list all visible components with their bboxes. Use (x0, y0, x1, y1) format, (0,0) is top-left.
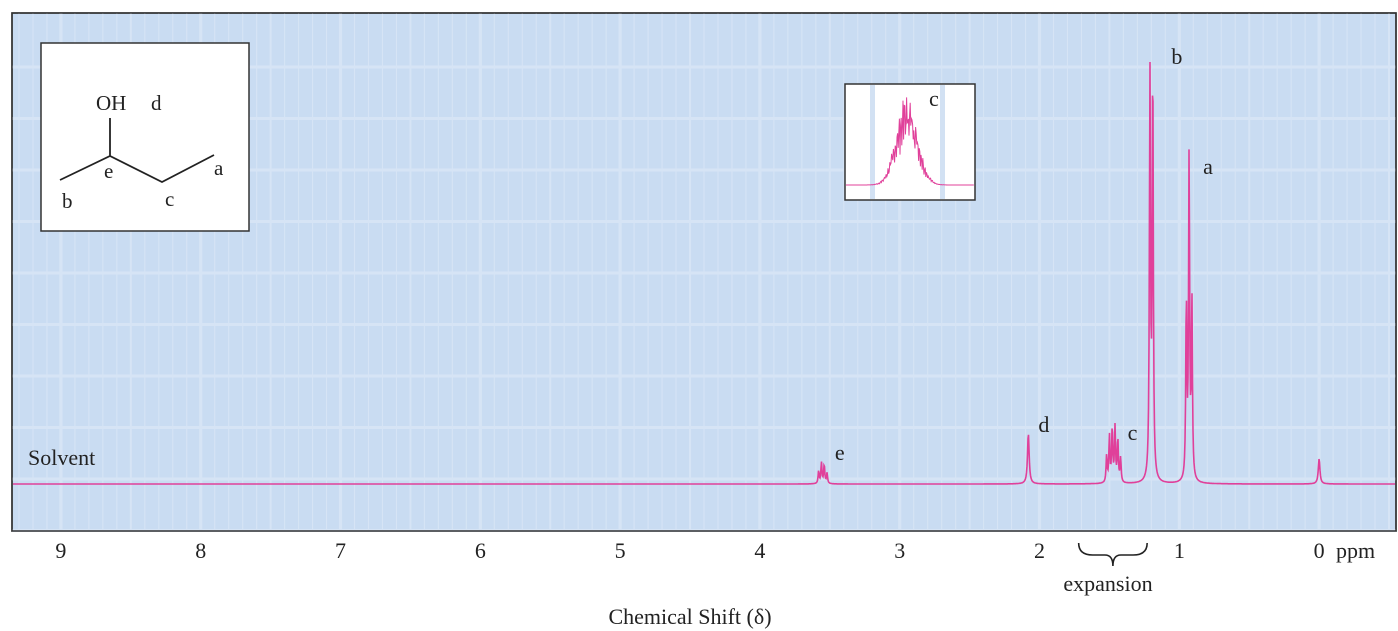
grid-lines (12, 13, 1396, 532)
expansion-brace (1077, 542, 1148, 567)
x-tick-label: 5 (615, 538, 626, 563)
x-tick-label: 6 (475, 538, 486, 563)
x-axis-title: Chemical Shift (δ) (608, 604, 771, 629)
inset-label: c (929, 86, 939, 111)
expansion-inset: c (844, 83, 976, 201)
mol-label-c: c (165, 187, 174, 211)
x-tick-label: 0 (1314, 538, 1325, 563)
mol-label-a: a (214, 156, 224, 180)
inset-spectrum-line (846, 97, 974, 186)
spectrum-line (13, 61, 1395, 485)
x-tick-labels: 9 8 7 6 5 4 3 2 1 0 (55, 538, 1324, 563)
plot-frame (11, 12, 1397, 532)
x-tick-label: 3 (894, 538, 905, 563)
x-tick-label: 1 (1174, 538, 1185, 563)
x-tick-label: 7 (335, 538, 346, 563)
mol-label-b: b (62, 189, 73, 213)
peak-label-e: e (835, 440, 845, 465)
expansion-label: expansion (1063, 571, 1152, 596)
x-tick-label: 8 (195, 538, 206, 563)
molecule-box (40, 42, 250, 232)
mol-label-e: e (104, 159, 113, 183)
oh-label: OH (96, 91, 126, 115)
peak-label-a: a (1203, 154, 1213, 179)
peak-label-c: c (1128, 420, 1138, 445)
x-tick-label: 4 (754, 538, 765, 563)
x-tick-label: 2 (1034, 538, 1045, 563)
peak-label-d: d (1038, 412, 1049, 437)
peak-labels: e d c b a (835, 44, 1213, 465)
inset-box (844, 83, 976, 201)
mol-label-d: d (151, 91, 162, 115)
x-tick-label: 9 (55, 538, 66, 563)
inset-band-right (940, 85, 945, 199)
molecule-bonds (59, 118, 215, 184)
inset-band-left (870, 85, 875, 199)
peak-label-b: b (1171, 44, 1182, 69)
x-unit-label: ppm (1336, 538, 1375, 563)
solvent-label: Solvent (28, 445, 95, 470)
molecule-structure: OH d e a b c (40, 42, 250, 232)
